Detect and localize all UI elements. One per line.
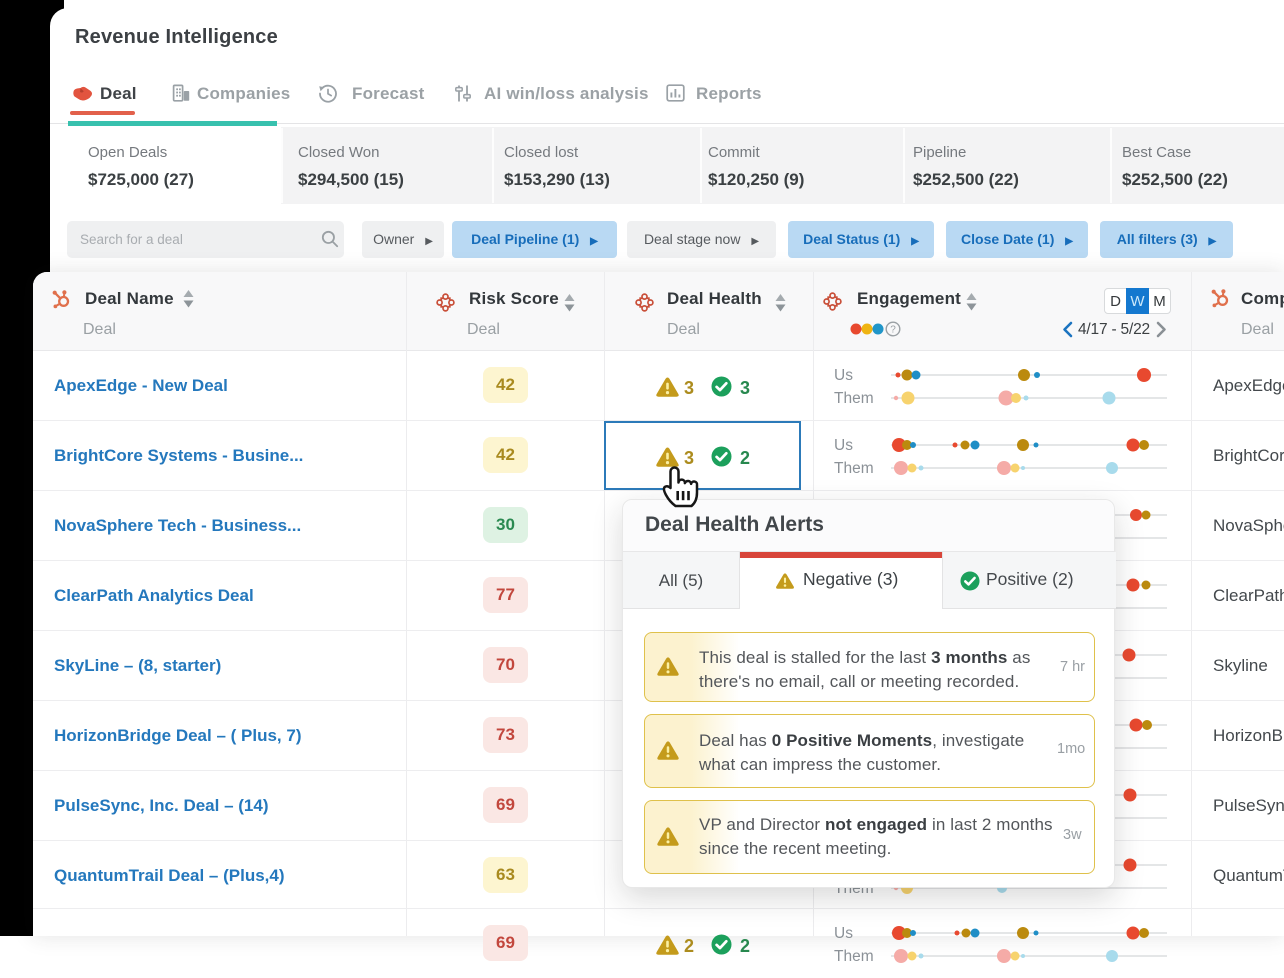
svg-text:?: ?	[890, 324, 896, 335]
